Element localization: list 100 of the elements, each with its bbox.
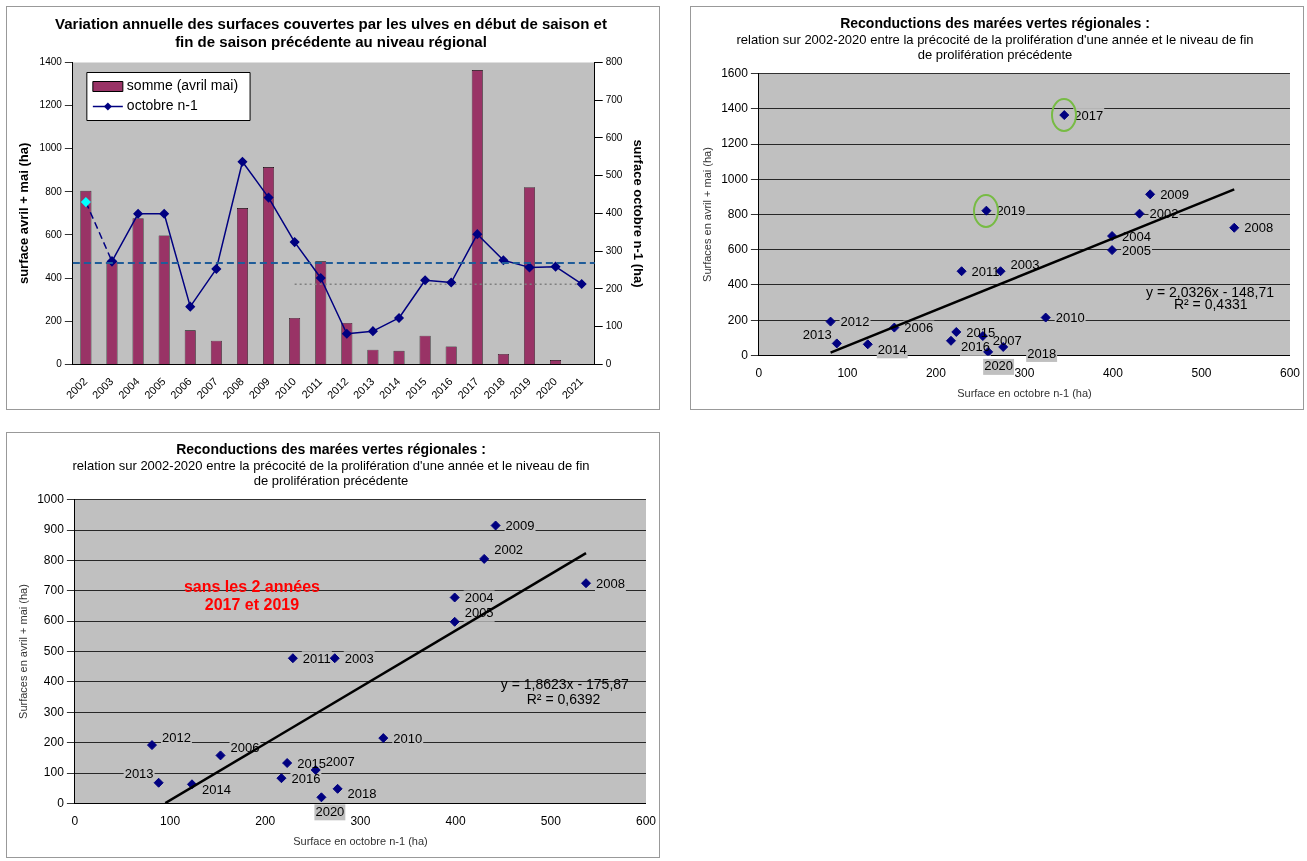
point [185,301,196,312]
point [420,275,430,285]
y-tick-label: 400 [727,277,749,292]
point [479,553,490,564]
annotation: 2018 [1027,345,1057,361]
y-axis-title: surface avril + mai (ha) [16,142,32,285]
y-tick-label: 600 [45,228,63,240]
annotation: 2010 [1055,310,1085,326]
point [446,277,456,288]
annotation: 2014 [877,341,907,357]
annotation: 2014 [201,781,231,797]
y2-tick-label: 700 [605,93,623,105]
point [831,338,842,349]
x-tick-label: 500 [1191,365,1212,380]
y2-tick-label: 600 [605,131,623,143]
x-axis-title: Surface en octobre n-1 (ha) [957,387,1092,400]
point [315,273,326,283]
annotation: 2006 [230,739,260,755]
annotation: 2018 [347,786,377,802]
y-tick-label: 700 [43,583,65,598]
annotation: 2009 [505,518,535,534]
y-tick-label: 1400 [39,56,63,68]
annotation: 2004 [464,590,494,606]
annotation: 2008 [596,575,625,591]
point [449,592,460,603]
point [81,197,91,207]
y-tick-label: 300 [43,704,65,719]
y-tick-label: 400 [43,674,65,689]
point [1107,245,1118,256]
point [1040,312,1051,323]
point [332,783,343,794]
x-tick-label: 200 [255,813,276,828]
point [153,777,164,788]
annotation: 2008 [1244,220,1274,236]
annotation: 2003 [344,650,374,666]
point [524,262,535,273]
y-tick-label: 800 [727,206,749,221]
chart-subtitle: relation sur 2002-2020 entre la précocité de la prolifération d'une année et le niveau de fin de prolifération précédente [72,457,590,489]
point [146,740,157,751]
point [1145,189,1156,200]
annotation: 2016 [960,339,990,355]
y-tick-label: 900 [43,522,65,537]
y-tick-label: 1000 [39,142,63,154]
annotation: 2007 [325,753,355,769]
annotation: 2019 [996,203,1026,219]
point [550,261,561,272]
point [329,653,340,664]
x-tick-label: 300 [1014,365,1035,380]
point [956,266,967,277]
annotation: 2017 [1074,107,1104,123]
point [945,335,956,346]
point [394,313,404,323]
annotation: R² = 0,6392 [526,691,601,707]
y-tick-label: 200 [727,312,749,327]
annotation: 2009 [1160,186,1190,202]
y-tick-label: 200 [43,734,65,749]
annotation: 2013 [124,766,154,782]
y-axis-title: Surfaces en avril + mai (ha) [700,147,713,282]
x-tick-label: 600 [1279,365,1301,380]
y2-tick-label: 400 [605,207,623,219]
annotation: 2011 [302,650,331,666]
y2-tick-label: 200 [605,282,623,294]
y-tick-label: 600 [43,613,65,628]
annotation: 2005 [1122,242,1151,258]
annotation: 2015 [297,755,327,771]
point [951,326,962,337]
point [378,733,389,744]
y-tick-label: 400 [45,271,63,283]
annotation: 2011 [971,263,1000,279]
annotation: 2012 [840,314,870,330]
y-tick-label: 1200 [39,99,63,111]
point [263,192,274,203]
point [449,616,460,627]
point [581,578,592,589]
y-tick-label: 200 [45,314,63,326]
point [862,339,873,350]
annotation: 2003 [1010,256,1040,272]
y-tick-label: 0 [57,795,65,810]
x-tick-label: 400 [1102,365,1124,380]
y-tick-label: 800 [43,552,65,567]
y2-axis-title: surface octobre n-1 (ha) [630,139,646,288]
annotation: 2004 [1122,228,1151,244]
y-tick-label: 1400 [721,101,749,116]
y-axis-title: Surfaces en avril + mai (ha) [16,584,29,719]
point [211,264,222,274]
point [368,326,378,336]
y2-tick-label: 300 [605,244,623,256]
y-tick-label: 1000 [37,492,65,507]
annotation: 2010 [393,730,423,746]
legend-label: octobre n-1 [126,97,198,114]
x-tick-label: 100 [160,813,181,828]
x-tick-label: 600 [635,813,657,828]
point [472,229,483,239]
annotation: 2013 [802,327,832,343]
annotation: 2002 [494,542,524,558]
annotation: 2012 [161,729,191,745]
y-tick-label: 800 [45,185,63,197]
point [289,237,300,247]
point [576,279,587,289]
chart-title: Reconductions des marées vertes régionales : [176,440,486,457]
